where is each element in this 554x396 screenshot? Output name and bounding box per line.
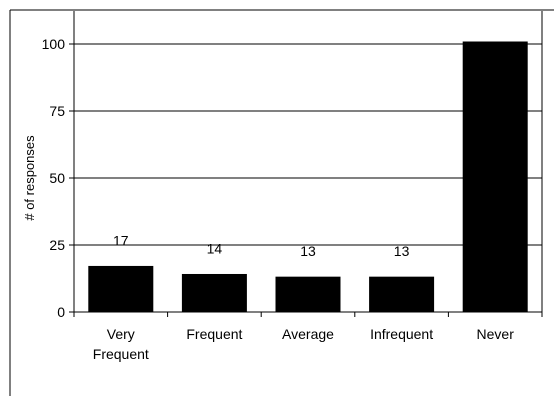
data-label: 14 bbox=[207, 240, 223, 256]
y-tick-label: 100 bbox=[42, 36, 66, 52]
y-tick-label: 25 bbox=[49, 237, 65, 253]
x-tick-label-line: Never bbox=[477, 326, 515, 342]
y-tick-label: 50 bbox=[49, 170, 65, 186]
x-tick-label: Very Frequent bbox=[93, 326, 149, 362]
x-tick-label: Frequent bbox=[186, 326, 242, 342]
bar bbox=[462, 41, 528, 313]
bar bbox=[369, 276, 435, 313]
plot-area: 0 25 50 75 100 17 Very Frequent 14 Frequent 13 Aver… bbox=[42, 11, 543, 362]
x-tick-label-line: Very bbox=[107, 326, 135, 342]
data-label: 13 bbox=[300, 243, 316, 259]
y-axis-label: # of responses bbox=[22, 135, 37, 221]
x-tick-label-line: Average bbox=[282, 326, 334, 342]
data-label: 13 bbox=[394, 243, 410, 259]
bar bbox=[275, 276, 341, 313]
x-tick-label: Infrequent bbox=[370, 326, 433, 342]
data-label: 17 bbox=[113, 232, 129, 248]
x-tick-label-line: Frequent bbox=[93, 346, 149, 362]
y-tick-label: 75 bbox=[49, 103, 65, 119]
y-tick-label: 0 bbox=[57, 304, 65, 320]
x-tick-label-line: Infrequent bbox=[370, 326, 433, 342]
bar bbox=[181, 273, 247, 313]
x-tick-label-line: Frequent bbox=[186, 326, 242, 342]
x-tick-label: Never bbox=[477, 326, 515, 342]
x-tick-label: Average bbox=[282, 326, 334, 342]
bar bbox=[88, 265, 154, 313]
